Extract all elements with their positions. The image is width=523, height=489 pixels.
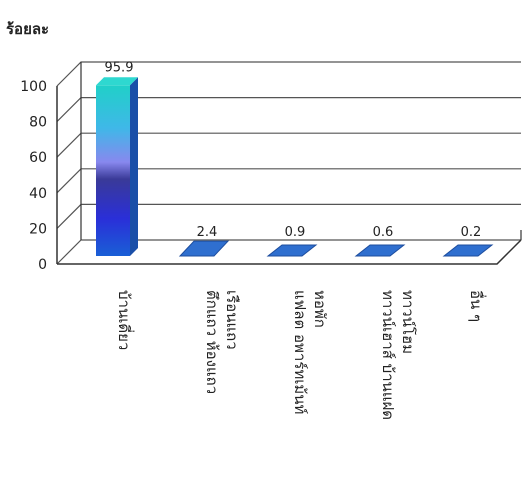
category-label: ตึกแถว ห้องแถว เรือนแถว (203, 290, 241, 394)
data-label: 2.4 (197, 225, 218, 240)
category-label: บ้านเดี่ยว (115, 290, 135, 350)
y-tick-label: 80 (29, 115, 47, 131)
category-label-line: แฟลต อพาร์ทเม้นท์ (291, 290, 309, 414)
bar (442, 244, 494, 257)
data-label: 0.2 (461, 225, 482, 240)
category-label-line: อื่น ๆ (467, 290, 487, 322)
category-label-line: ทาวน์โฮม (399, 290, 417, 354)
bar (266, 244, 318, 257)
category-label-line: ทาวน์เฮาส์ บ้านแฝด (379, 290, 397, 420)
category-label-line: หอพัก (311, 290, 329, 328)
y-tick-label: 0 (38, 257, 47, 273)
bar (178, 240, 230, 257)
y-tick-label: 100 (20, 79, 47, 95)
data-label: 0.9 (285, 225, 306, 240)
y-tick-label: 40 (29, 186, 47, 202)
data-label: 95.9 (105, 60, 134, 75)
y-tick-label: 20 (29, 221, 47, 237)
bar-top (96, 77, 138, 86)
category-label: อื่น ๆ (467, 290, 487, 322)
category-label-line: เรือนแถว (223, 290, 241, 350)
data-label: 0.6 (373, 225, 394, 240)
category-label: ทาวน์เฮาส์ บ้านแฝด ทาวน์โฮม (379, 290, 417, 420)
bar (96, 85, 130, 256)
x-axis-floor (57, 239, 522, 265)
category-label: แฟลต อพาร์ทเม้นท์ หอพัก (291, 290, 329, 414)
bar-side (130, 77, 138, 256)
y-tick-label: 60 (29, 150, 47, 166)
y-axis-label: ร้อยละ (6, 20, 49, 38)
bar (354, 244, 406, 257)
category-label-line: ตึกแถว ห้องแถว (203, 290, 221, 394)
category-label-line: บ้านเดี่ยว (115, 290, 135, 350)
